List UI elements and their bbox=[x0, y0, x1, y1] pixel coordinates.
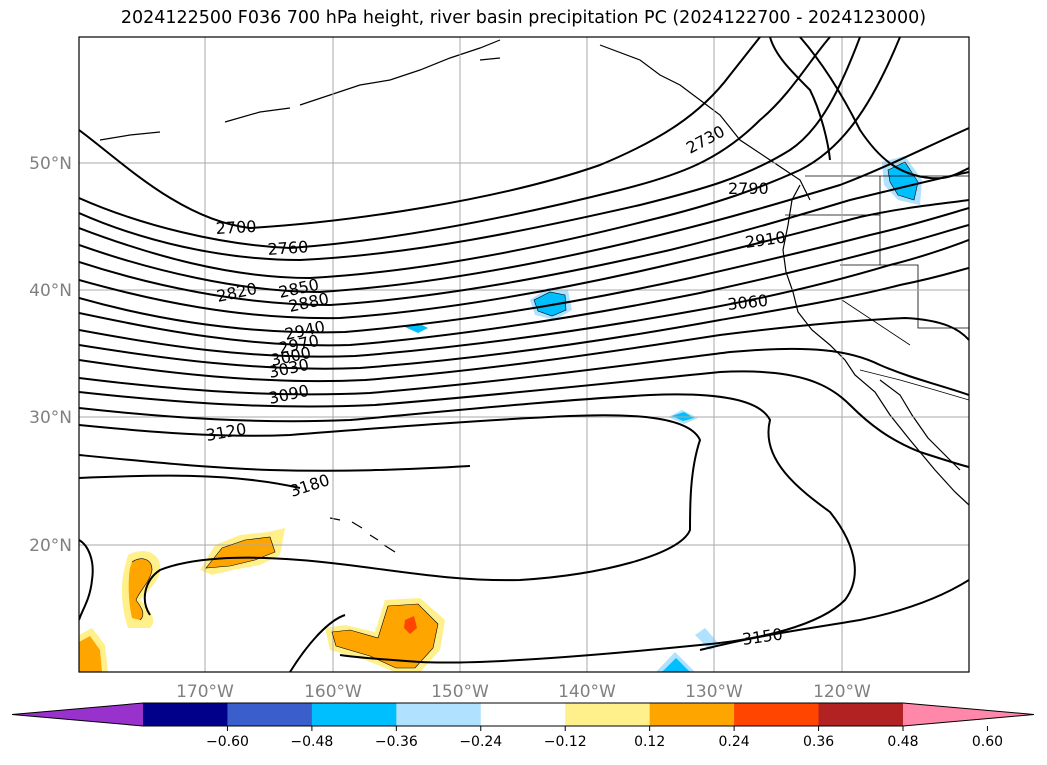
colorbar-segment bbox=[565, 703, 651, 726]
precip-positive-area bbox=[79, 636, 102, 672]
height-contour bbox=[79, 37, 831, 250]
colorbar-extend-high bbox=[903, 703, 1034, 726]
colorbar-tick-label: −0.36 bbox=[375, 734, 418, 750]
height-contour bbox=[79, 239, 969, 358]
lon-label: 120°W bbox=[813, 682, 871, 702]
colorbar-tick-label: −0.60 bbox=[206, 734, 249, 750]
colorbar-tick-label: 0.60 bbox=[972, 734, 1003, 750]
colorbar-tick-label: 0.12 bbox=[634, 734, 665, 750]
alaska-coast bbox=[99, 39, 811, 201]
precip-outline bbox=[131, 558, 153, 621]
height-contour bbox=[799, 37, 969, 180]
contour-label: 2910 bbox=[744, 227, 787, 251]
height-contour bbox=[79, 267, 969, 370]
colorbar-outline bbox=[11, 702, 1035, 727]
coastlines bbox=[99, 39, 969, 553]
contour-label: 2700 bbox=[215, 217, 257, 238]
colorbar: −0.60 −0.48 −0.36 −0.24 −0.12 0.12 0.24 0.36 0.4… bbox=[11, 702, 1035, 750]
height-contour bbox=[79, 474, 301, 489]
lon-label: 150°W bbox=[431, 682, 489, 702]
precip-shading bbox=[79, 156, 922, 672]
colorbar-segment bbox=[480, 703, 566, 726]
lat-label: 40°N bbox=[29, 281, 72, 301]
height-contour bbox=[79, 370, 969, 468]
precip-outline bbox=[205, 536, 276, 569]
colorbar-tick-label: −0.12 bbox=[544, 734, 587, 750]
contour-label: 3180 bbox=[287, 470, 332, 501]
height-contour bbox=[289, 614, 346, 672]
contour-label: 3090 bbox=[267, 381, 311, 408]
height-contour bbox=[79, 37, 861, 262]
lon-label: 170°W bbox=[176, 682, 234, 702]
precip-negative-area bbox=[534, 292, 566, 316]
hawaii-islands bbox=[329, 517, 396, 553]
contour-labels: 2700 2760 2820 2850 2880 2940 2970 3000 … bbox=[204, 122, 786, 649]
political-borders bbox=[785, 175, 969, 401]
lon-label: 160°W bbox=[304, 682, 362, 702]
height-contour bbox=[79, 316, 969, 383]
north-america-west-coast bbox=[782, 184, 969, 506]
colorbar-segment bbox=[396, 703, 482, 726]
colorbar-tick-label: −0.48 bbox=[290, 734, 333, 750]
height-contour bbox=[79, 393, 856, 664]
lat-label: 50°N bbox=[29, 154, 72, 174]
height-contour bbox=[79, 207, 969, 334]
colorbar-tick-label: −0.24 bbox=[459, 734, 502, 750]
height-contour bbox=[79, 171, 969, 307]
contour-label: 2790 bbox=[728, 179, 769, 198]
height-contour bbox=[79, 347, 969, 396]
colorbar-segment bbox=[311, 703, 397, 726]
map-frame bbox=[78, 36, 970, 673]
lat-label: 20°N bbox=[29, 536, 72, 556]
precip-positive-area bbox=[128, 558, 152, 620]
graticule bbox=[79, 37, 969, 672]
precip-outline bbox=[533, 291, 567, 317]
height-contour bbox=[79, 37, 901, 280]
lon-axis-labels: 170°W 160°W 150°W 140°W 130°W 120°W bbox=[176, 682, 871, 702]
height-contour bbox=[79, 414, 702, 616]
precip-outline bbox=[331, 603, 439, 669]
height-contour bbox=[79, 224, 969, 347]
height-contour bbox=[79, 127, 969, 294]
colorbar-tick-label: 0.36 bbox=[803, 734, 834, 750]
colorbar-segment bbox=[649, 703, 735, 726]
precip-outlines bbox=[131, 161, 919, 669]
lon-label: 140°W bbox=[558, 682, 616, 702]
precip-negative-area bbox=[662, 658, 690, 672]
contour-label: 2760 bbox=[267, 237, 309, 259]
precip-outline bbox=[887, 161, 919, 201]
height-contour bbox=[79, 539, 94, 621]
state-border bbox=[879, 176, 969, 329]
map-title: 2024122500 F036 700 hPa height, river ba… bbox=[120, 8, 927, 28]
height-contour bbox=[79, 199, 969, 320]
baja-coast bbox=[879, 379, 961, 471]
precip-strong-positive-area bbox=[404, 616, 417, 634]
colorbar-extend-low bbox=[12, 703, 143, 726]
lon-label: 130°W bbox=[685, 682, 743, 702]
colorbar-segment bbox=[818, 703, 904, 726]
colorbar-segment bbox=[227, 703, 313, 726]
map-plot-area: 2700 2760 2820 2850 2880 2940 2970 3000 … bbox=[79, 37, 969, 672]
lat-label: 30°N bbox=[29, 408, 72, 428]
us-mexico-border bbox=[859, 369, 969, 401]
contour-label: 3150 bbox=[741, 624, 784, 648]
colorbar-segment bbox=[143, 703, 228, 726]
lat-axis-labels: 50°N 40°N 30°N 20°N bbox=[29, 154, 72, 556]
colorbar-tick-label: 0.24 bbox=[719, 734, 750, 750]
height-contours bbox=[79, 37, 969, 672]
colorbar-segment bbox=[734, 703, 820, 726]
height-contour bbox=[699, 579, 969, 651]
contour-label: 3120 bbox=[204, 419, 247, 445]
colorbar-tick-label: 0.48 bbox=[887, 734, 918, 750]
height-contour bbox=[79, 37, 761, 230]
contour-label: 3060 bbox=[726, 291, 768, 314]
height-contour bbox=[769, 37, 831, 161]
height-contour bbox=[79, 454, 471, 472]
